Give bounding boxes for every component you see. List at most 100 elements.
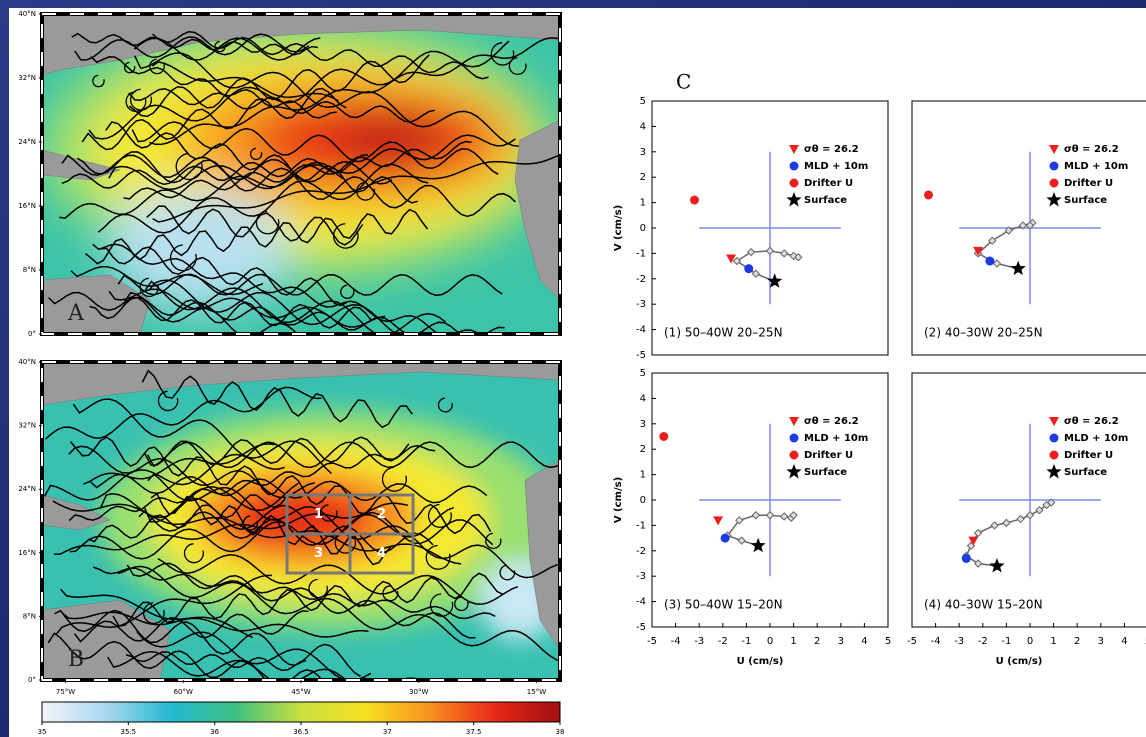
- colorbar: [41, 701, 561, 723]
- x-tick-label: 1: [1050, 636, 1056, 647]
- y-tick-label: 4: [640, 393, 646, 404]
- marker-diamond: [779, 249, 789, 258]
- legend-label: Surface: [804, 467, 847, 478]
- streamline: [69, 506, 455, 560]
- eddy: [157, 390, 179, 412]
- marker-diamond: [1035, 505, 1044, 515]
- x-tick-label: 15°W: [527, 688, 546, 696]
- salinity-blob: [335, 120, 445, 156]
- streamline: [136, 631, 372, 680]
- y-tick-label: -4: [636, 597, 646, 608]
- streamline: [68, 445, 315, 499]
- marker-circle: [789, 450, 799, 460]
- legend-label: Drifter U: [1064, 450, 1113, 461]
- marker-circle: [689, 195, 699, 205]
- marker-circle: [789, 178, 799, 188]
- colorbar-tick-label: 35: [38, 728, 47, 736]
- streamline: [88, 494, 287, 543]
- x-tick-label: -1: [1001, 636, 1011, 647]
- marker-star: [786, 192, 802, 207]
- x-tick-label: -4: [931, 636, 941, 647]
- x-tick-label: 3: [838, 636, 844, 647]
- eddy: [490, 42, 515, 66]
- land: [42, 149, 121, 181]
- x-tick-label: 3: [1098, 636, 1104, 647]
- x-tick-label: 4: [861, 636, 867, 647]
- marker-triangle: [789, 417, 799, 426]
- marker-diamond: [973, 528, 983, 538]
- y-tick-label: 5: [640, 96, 646, 107]
- eddy: [340, 284, 355, 300]
- eddy: [92, 74, 105, 88]
- y-tick-label: 4: [640, 121, 646, 132]
- streamline: [152, 31, 489, 80]
- marker-circle: [1049, 178, 1059, 188]
- marker-diamond: [988, 236, 997, 245]
- legend-label: σθ = 26.2: [804, 144, 859, 155]
- land: [42, 362, 560, 406]
- x-tick-label: -5: [647, 636, 657, 647]
- eddy: [142, 602, 165, 625]
- x-axis-label: U (cm/s): [996, 656, 1043, 667]
- eddy: [425, 544, 451, 570]
- y-tick-label: -2: [636, 546, 646, 557]
- y-tick-label: -1: [636, 520, 646, 531]
- marker-star: [786, 464, 802, 479]
- marker-diamond: [1002, 518, 1011, 528]
- y-tick-label: 40°N: [18, 358, 36, 366]
- eddy: [427, 503, 452, 528]
- x-tick-label: 0: [1027, 636, 1033, 647]
- streamline: [105, 121, 418, 204]
- y-tick-label: -2: [636, 274, 646, 285]
- y-tick-label: 8°N: [23, 612, 36, 620]
- eddy: [508, 57, 527, 75]
- map-border-dash: [41, 13, 561, 335]
- streamline: [112, 572, 504, 627]
- marker-circle: [1049, 161, 1059, 171]
- legend-label: Drifter U: [804, 178, 853, 189]
- eddy: [123, 61, 136, 74]
- streamline: [107, 650, 422, 680]
- y-tick-label: -3: [636, 299, 646, 310]
- marker-circle: [789, 433, 799, 443]
- colorbar-tick-label: 36.5: [293, 728, 309, 736]
- streamline: [61, 154, 393, 185]
- marker-diamond: [765, 246, 775, 256]
- y-tick-label: 40°N: [18, 10, 36, 18]
- streamline: [123, 140, 472, 200]
- marker-diamond: [737, 536, 746, 545]
- streamline: [128, 88, 435, 123]
- region-label: 1: [314, 507, 323, 522]
- colorbar-tick-label: 37.5: [466, 728, 482, 736]
- marker-star: [750, 537, 766, 553]
- x-tick-label: 60°W: [174, 688, 193, 696]
- map-label: A: [67, 301, 85, 326]
- streamline: [89, 296, 373, 329]
- streamline: [147, 441, 560, 469]
- streamline: [147, 472, 560, 579]
- streamline: [108, 288, 386, 328]
- eddy: [308, 578, 328, 599]
- y-tick-label: 2: [640, 172, 646, 183]
- streamline: [76, 151, 516, 218]
- eddy: [255, 210, 280, 235]
- legend-label: σθ = 26.2: [1064, 416, 1119, 427]
- x-tick-label: 5: [885, 636, 891, 647]
- x-tick-label: -2: [718, 636, 728, 647]
- legend-label: MLD + 10m: [804, 161, 868, 172]
- legend-label: MLD + 10m: [1064, 161, 1128, 172]
- eddy: [382, 585, 399, 602]
- streamline: [85, 208, 429, 265]
- x-tick-label: -1: [741, 636, 751, 647]
- streamline: [54, 609, 361, 677]
- streamline: [62, 611, 369, 638]
- y-axis-label: V (cm/s): [613, 205, 624, 251]
- y-tick-label: 16°N: [18, 202, 36, 210]
- plot-title: (3) 50–40W 15–20N: [664, 598, 783, 612]
- streamline: [68, 444, 436, 522]
- legend-label: Surface: [1064, 195, 1107, 206]
- legend-label: Surface: [804, 195, 847, 206]
- land: [524, 459, 560, 651]
- x-tick-label: -5: [907, 636, 917, 647]
